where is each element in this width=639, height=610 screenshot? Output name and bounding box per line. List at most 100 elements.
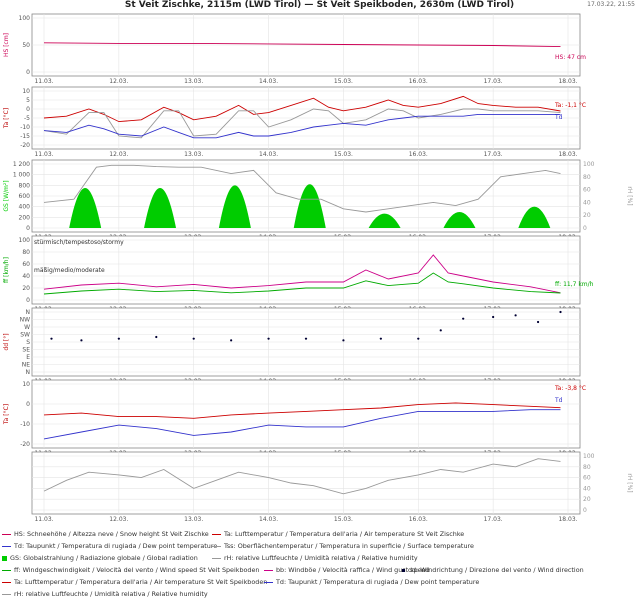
legend-label: dd: Windrichtung / Direzione del vento /… xyxy=(408,566,584,574)
y-axis-label: Ta [°C] xyxy=(3,108,10,129)
legend-item: Ta: Lufttemperatur / Temperatura dell'ar… xyxy=(212,530,464,540)
legend-item: Td: Taupunkt / Temperatura di rugiada / … xyxy=(264,578,479,588)
y-tick-label: -10 xyxy=(20,421,30,428)
legend-label: Tss: Oberflächentemperatur / Temperatura… xyxy=(224,542,474,550)
y-tick-label: 600 xyxy=(19,193,31,200)
dd-point xyxy=(492,315,495,319)
annotation: mäßig/medio/moderate xyxy=(34,267,105,274)
y-axis-label: ff [km/h] xyxy=(3,257,10,283)
y-tick-label: SW xyxy=(20,332,30,339)
legend-label: Td: Taupunkt / Temperatura di rugiada / … xyxy=(14,542,218,550)
x-tick-label: 16.03. xyxy=(409,78,428,85)
series-line-Td xyxy=(43,409,561,440)
annotation: ff: 11,7 km/h xyxy=(555,281,594,288)
gs-area xyxy=(443,212,476,228)
legend-swatch xyxy=(2,555,7,561)
x-tick-label: 11.03. xyxy=(34,151,53,158)
dd-point xyxy=(439,329,442,332)
y-tick-label: 800 xyxy=(19,182,31,189)
y2-tick-label: 0 xyxy=(583,225,587,232)
y2-tick-label: 80 xyxy=(583,174,591,181)
dd-point xyxy=(536,320,540,324)
x-tick-label: 13.03. xyxy=(184,78,203,85)
x-tick-label: 18.03. xyxy=(558,516,577,523)
y2-axis-label: rH [%] xyxy=(626,186,633,205)
y-tick-label: N xyxy=(26,369,31,376)
timestamp: 17.03.22, 21:55 xyxy=(587,1,635,8)
dd-point xyxy=(267,337,270,340)
y2-tick-label: 100 xyxy=(583,453,595,460)
annotation: Td xyxy=(554,397,563,404)
y-tick-label: NE xyxy=(22,362,30,369)
legend-swatch xyxy=(2,593,11,595)
chart-title: St Veit Zischke, 2115m (LWD Tirol) — St … xyxy=(124,0,515,10)
dd-point xyxy=(417,337,420,340)
x-tick-label: 13.03. xyxy=(184,151,203,158)
y2-tick-label: 40 xyxy=(583,199,591,206)
legend-swatch xyxy=(264,581,273,583)
series-line-HS xyxy=(43,42,561,48)
gs-area xyxy=(69,188,102,228)
panel-frame xyxy=(31,379,581,449)
y-tick-label: 400 xyxy=(19,204,31,211)
gs-area xyxy=(368,213,401,228)
gs-area xyxy=(518,206,551,228)
y2-tick-label: 20 xyxy=(583,496,591,503)
dd-point xyxy=(514,314,517,317)
dd-point xyxy=(155,335,158,339)
x-tick-label: 11.03. xyxy=(34,78,53,85)
y-tick-label: 100 xyxy=(19,237,31,244)
y2-tick-label: 20 xyxy=(583,212,591,219)
dd-point xyxy=(342,339,345,342)
y-tick-label: 0 xyxy=(26,401,30,408)
annotation: Ta: -1,1 °C xyxy=(554,102,586,109)
panel-frame xyxy=(31,235,581,305)
dd-point xyxy=(230,339,233,342)
legend-label: HS: Schneehöhe / Altezza neve / Snow hei… xyxy=(14,530,209,538)
y-tick-label: E xyxy=(26,354,30,361)
legend-item: rH: relative Luftfeuchte / Umidità relat… xyxy=(212,554,418,564)
y-tick-label: W xyxy=(24,324,30,331)
legend-item: dd: Windrichtung / Direzione del vento /… xyxy=(402,566,584,576)
x-tick-label: 17.03. xyxy=(484,78,503,85)
legend-swatch xyxy=(2,569,11,571)
legend-label: Td: Taupunkt / Temperatura di rugiada / … xyxy=(276,578,480,586)
legend-item: bb: Windböe / Velocità raffica / Wind gu… xyxy=(264,566,429,576)
y-tick-label: 5 xyxy=(26,97,30,104)
x-tick-label: 18.03. xyxy=(558,151,577,158)
y-tick-label: 0 xyxy=(26,69,30,76)
y-tick-label: -20 xyxy=(20,142,30,149)
y2-tick-label: 60 xyxy=(583,187,591,194)
y2-tick-label: 60 xyxy=(583,475,591,482)
legend-label: Ta: Lufttemperatur / Temperatura dell'ar… xyxy=(224,530,465,538)
dd-point xyxy=(559,310,562,314)
dd-point xyxy=(192,337,195,340)
y-tick-label: 100 xyxy=(19,15,31,22)
y-tick-label: NW xyxy=(20,317,30,324)
legend-label: bb: Windböe / Velocità raffica / Wind gu… xyxy=(276,566,430,574)
dd-point xyxy=(117,337,120,340)
x-tick-label: 12.03. xyxy=(109,78,128,85)
legend-label: rH: relative Luftfeuchte / Umidità relat… xyxy=(224,554,418,562)
series-line-rH xyxy=(43,164,561,213)
gs-area xyxy=(218,185,251,228)
y-tick-label: 50 xyxy=(22,42,30,49)
y2-tick-label: 80 xyxy=(583,464,591,471)
x-tick-label: 13.03. xyxy=(184,516,203,523)
y-tick-label: S xyxy=(26,339,30,346)
x-tick-label: 12.03. xyxy=(109,516,128,523)
y-tick-label: 0 xyxy=(26,297,30,304)
legend-item: Td: Taupunkt / Temperatura di rugiada / … xyxy=(2,542,217,552)
annotation: stürmisch/tempestoso/stormy xyxy=(34,239,124,246)
legend-swatch xyxy=(402,568,405,572)
y-axis-label: dd [°] xyxy=(3,333,10,350)
y2-tick-label: 100 xyxy=(583,161,595,168)
y-tick-label: -20 xyxy=(20,441,30,448)
y-tick-label: 40 xyxy=(22,273,30,280)
legend-label: ff: Windgeschwindigkeit / Velocità del v… xyxy=(14,566,260,574)
series-line-rH xyxy=(43,458,561,495)
legend-label: rH: relative Luftfeuchte / Umidità relat… xyxy=(14,590,208,598)
x-tick-label: 14.03. xyxy=(259,151,278,158)
y-tick-label: 60 xyxy=(22,261,30,268)
x-tick-label: 11.03. xyxy=(34,516,53,523)
